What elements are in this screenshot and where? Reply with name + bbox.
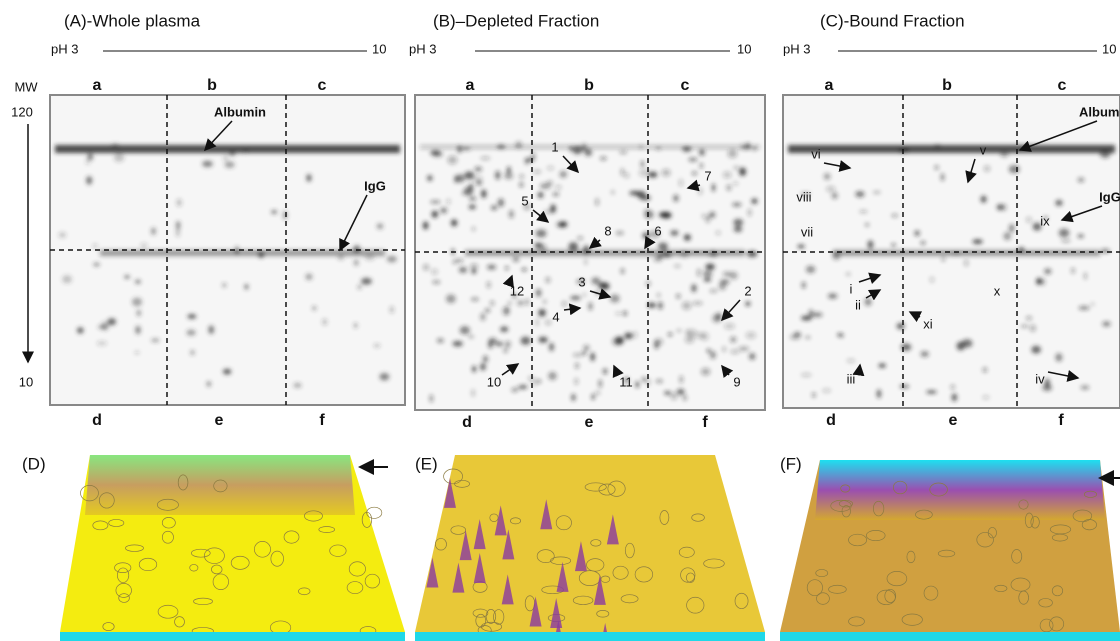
ph-start: pH 3 — [783, 41, 810, 56]
quadrant-label: f — [1058, 412, 1064, 429]
annotation: 9 — [733, 374, 740, 389]
panel-title: (A)-Whole plasma — [64, 11, 201, 30]
ph-end: 10 — [737, 41, 751, 56]
quadrant-label: e — [215, 412, 224, 429]
annotation: IgG — [364, 178, 386, 193]
ph-end: 10 — [372, 41, 386, 56]
annotation: vii — [801, 224, 813, 239]
quadrant-label: b — [207, 77, 217, 94]
ph-start: pH 3 — [51, 41, 78, 56]
surface-label: (D) — [22, 454, 46, 473]
quadrant-label: f — [319, 412, 325, 429]
annotation: 1 — [551, 139, 558, 154]
annotation: ii — [855, 297, 861, 312]
surface-base — [415, 632, 765, 641]
quadrant-label: c — [318, 77, 327, 94]
ph-end: 10 — [1102, 41, 1116, 56]
quadrant-label: e — [949, 412, 958, 429]
quadrant-label: b — [942, 77, 952, 94]
panel-title: (B)–Depleted Fraction — [433, 11, 599, 30]
quadrant-label: d — [92, 412, 102, 429]
annotation: xi — [923, 316, 933, 331]
annotation: 12 — [510, 283, 524, 298]
annotation: 7 — [704, 168, 711, 183]
annotation: 10 — [487, 374, 501, 389]
annotation: Albumin — [1079, 104, 1120, 119]
annotation: 8 — [604, 223, 611, 238]
annotation: 11 — [619, 374, 633, 389]
quadrant-label: d — [826, 412, 836, 429]
mw-label: MW — [14, 79, 38, 94]
annotation: 5 — [521, 193, 528, 208]
annotation: i — [850, 281, 853, 296]
annotation: 3 — [578, 274, 585, 289]
annotation-arrow — [859, 365, 860, 372]
annotation: iii — [847, 371, 856, 386]
annotation: x — [994, 283, 1001, 298]
annotation: 2 — [744, 283, 751, 298]
mw-top: 120 — [11, 104, 33, 119]
annotation: iv — [1035, 371, 1045, 386]
quadrant-label: e — [585, 414, 594, 431]
annotation: IgG — [1099, 189, 1120, 204]
surface-ridge — [815, 460, 1105, 520]
annotation: Albumin — [214, 104, 266, 119]
surface-label: (E) — [415, 454, 438, 473]
surface-base — [780, 632, 1120, 641]
surface-label: (F) — [780, 454, 802, 473]
quadrant-label: c — [1058, 77, 1067, 94]
figure: (A)-Whole plasma pH 3 10 a b c d e f Albumin IgG (B… — [0, 0, 1120, 641]
annotation: v — [980, 142, 987, 157]
annotation: vi — [811, 146, 821, 161]
quadrant-label: a — [466, 77, 475, 94]
ph-start: pH 3 — [409, 41, 436, 56]
mw-bottom: 10 — [19, 374, 33, 389]
surface-ridge — [85, 455, 355, 515]
quadrant-label: b — [584, 77, 594, 94]
panel-title: (C)-Bound Fraction — [820, 11, 965, 30]
quadrant-label: d — [462, 414, 472, 431]
surfaces — [60, 455, 1120, 641]
annotation: ix — [1040, 213, 1050, 228]
annotation: viii — [796, 189, 811, 204]
quadrant-label: a — [825, 77, 834, 94]
annotation: 6 — [654, 223, 661, 238]
gels — [50, 95, 1120, 410]
surface-base — [60, 632, 405, 641]
quadrant-label: c — [681, 77, 690, 94]
annotation: 4 — [552, 309, 559, 324]
quadrant-label: a — [93, 77, 102, 94]
quadrant-label: f — [702, 414, 708, 431]
